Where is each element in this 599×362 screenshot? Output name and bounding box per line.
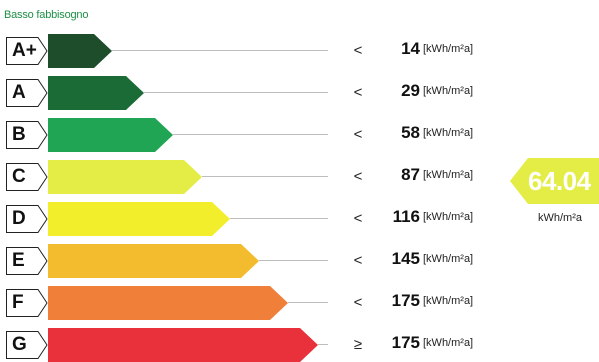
- class-letter-box: A: [6, 79, 48, 107]
- class-letter: F: [12, 292, 24, 313]
- class-letter: E: [12, 250, 25, 271]
- comparison-symbol: <: [353, 168, 363, 185]
- class-threshold-unit: [kWh/m²a]: [423, 337, 474, 349]
- class-threshold-value: 29: [401, 81, 420, 100]
- class-letter: C: [12, 166, 26, 187]
- class-arrow: [48, 76, 144, 110]
- class-arrow: [48, 160, 202, 194]
- leader-line: [144, 92, 328, 93]
- class-threshold-value: 58: [401, 123, 420, 142]
- energy-class-row: E <145 [kWh/m²a]: [0, 244, 599, 278]
- comparison-symbol: <: [353, 84, 363, 101]
- building-indicator-arrow: [510, 158, 599, 204]
- energy-class-row: A+ <14 [kWh/m²a]: [0, 34, 599, 68]
- comparison-symbol: <: [353, 294, 363, 311]
- class-arrow: [48, 34, 112, 68]
- energy-class-row: F <175 [kWh/m²a]: [0, 286, 599, 320]
- class-arrow: [48, 202, 230, 236]
- class-letter: A: [12, 82, 26, 103]
- class-threshold-value: 145: [391, 249, 420, 268]
- class-arrow: [48, 328, 318, 362]
- comparison-symbol: <: [353, 252, 363, 269]
- leader-line: [230, 218, 328, 219]
- leader-line: [259, 260, 328, 261]
- class-letter-box: B: [6, 121, 48, 149]
- class-threshold-unit: [kWh/m²a]: [423, 295, 474, 307]
- building-energy-value: 64.04: [528, 166, 591, 196]
- class-threshold-unit: [kWh/m²a]: [423, 211, 474, 223]
- class-letter-box: F: [6, 289, 48, 317]
- energy-class-row: G ≥175 [kWh/m²a]: [0, 328, 599, 362]
- comparison-symbol: <: [353, 126, 363, 143]
- class-arrow: [48, 244, 259, 278]
- class-threshold-unit: [kWh/m²a]: [423, 85, 474, 97]
- class-letter: B: [12, 124, 26, 145]
- class-threshold-value: 175: [391, 333, 420, 352]
- class-threshold-value: 14: [401, 39, 420, 58]
- comparison-symbol: <: [353, 210, 363, 227]
- class-threshold-unit: [kWh/m²a]: [423, 169, 474, 181]
- leader-line: [112, 50, 328, 51]
- class-threshold-unit: [kWh/m²a]: [423, 253, 474, 265]
- class-arrow: [48, 118, 173, 152]
- caption: Basso fabbisogno: [4, 9, 89, 21]
- class-letter: A+: [12, 40, 37, 61]
- building-energy-unit: kWh/m²a: [538, 212, 582, 224]
- class-threshold-value: 87: [401, 165, 420, 184]
- class-threshold-unit: [kWh/m²a]: [423, 127, 474, 139]
- class-letter: D: [12, 208, 26, 229]
- energy-class-row: A <29 [kWh/m²a]: [0, 76, 599, 110]
- class-letter-box: A+: [6, 37, 48, 65]
- class-letter: G: [12, 334, 27, 355]
- leader-line: [202, 176, 328, 177]
- energy-class-row: D <116 [kWh/m²a]: [0, 202, 599, 236]
- leader-line: [173, 134, 328, 135]
- leader-line: [288, 302, 328, 303]
- energy-class-row: C <87 [kWh/m²a]: [0, 160, 599, 194]
- class-letter-box: E: [6, 247, 48, 275]
- leader-line: [318, 344, 328, 345]
- class-letter-box: C: [6, 163, 48, 191]
- energy-class-row: B <58 [kWh/m²a]: [0, 118, 599, 152]
- class-threshold-value: 175: [391, 291, 420, 310]
- class-threshold-value: 116: [392, 207, 420, 226]
- class-letter-box: D: [6, 205, 48, 233]
- comparison-symbol: ≥: [353, 336, 363, 353]
- comparison-symbol: <: [353, 42, 363, 59]
- class-arrow: [48, 286, 288, 320]
- class-threshold-unit: [kWh/m²a]: [423, 43, 474, 55]
